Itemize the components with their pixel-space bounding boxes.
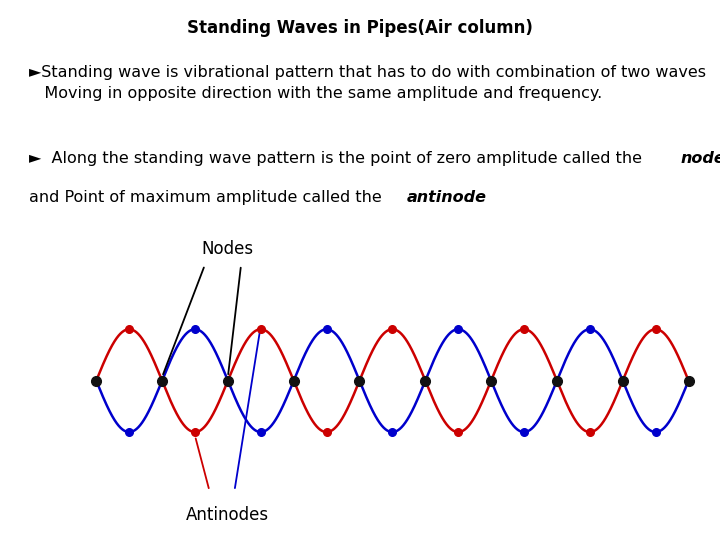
Text: Standing Waves in Pipes(Air column): Standing Waves in Pipes(Air column)	[187, 19, 533, 37]
Text: Antinodes: Antinodes	[186, 505, 269, 524]
Text: node: node	[680, 151, 720, 166]
Text: and Point of maximum amplitude called the: and Point of maximum amplitude called th…	[29, 190, 387, 205]
Text: .: .	[466, 190, 471, 205]
Text: antinode: antinode	[407, 190, 487, 205]
Text: ►Standing wave is vibrational pattern that has to do with combination of two wav: ►Standing wave is vibrational pattern th…	[29, 65, 706, 101]
Text: ►  Along the standing wave pattern is the point of zero amplitude called the: ► Along the standing wave pattern is the…	[29, 151, 647, 166]
Text: Nodes: Nodes	[202, 240, 254, 258]
